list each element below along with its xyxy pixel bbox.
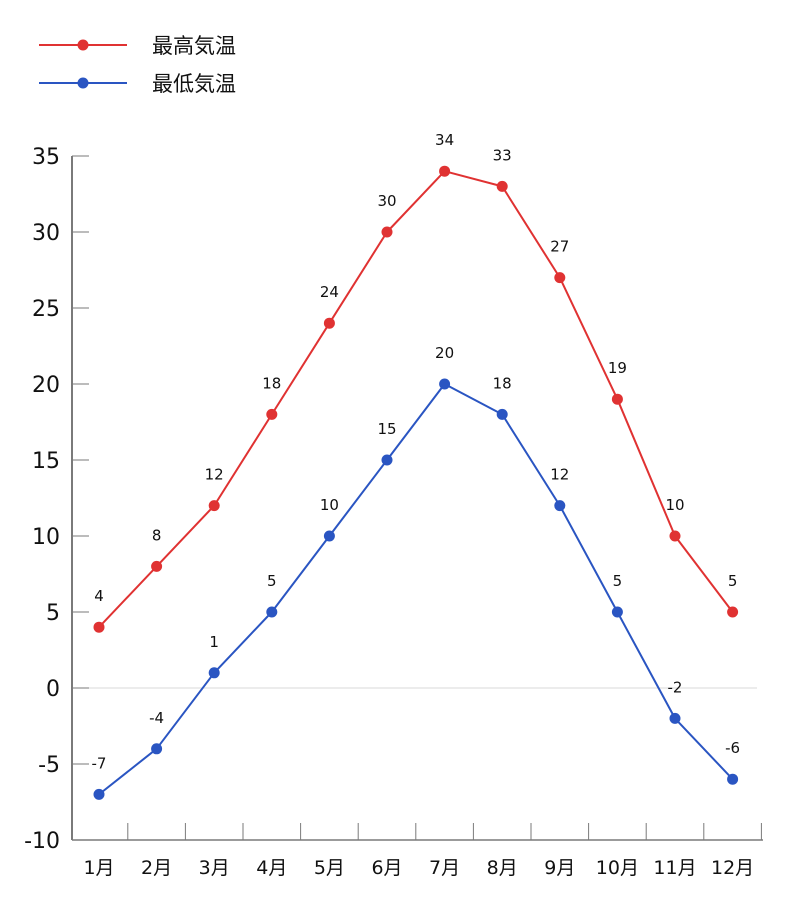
data-point-marker[interactable] (266, 408, 278, 420)
y-tick-label: 5 (46, 601, 60, 626)
x-tick-label: 4月 (256, 857, 287, 879)
data-label: 8 (152, 526, 162, 544)
data-label: 34 (435, 131, 454, 149)
legend-label: 最高気温 (152, 34, 236, 58)
data-label: 4 (94, 587, 104, 605)
data-point-marker[interactable] (439, 165, 451, 177)
y-tick-label: 25 (32, 297, 60, 322)
y-tick-label: 15 (32, 449, 60, 474)
data-label: 33 (493, 146, 512, 164)
y-tick-label: -5 (38, 753, 60, 778)
data-point-marker[interactable] (381, 226, 393, 238)
data-label: 12 (550, 466, 569, 484)
y-tick-label: 20 (32, 373, 60, 398)
data-label: -2 (668, 678, 683, 696)
data-point-marker[interactable] (611, 393, 623, 405)
data-point-marker[interactable] (323, 530, 335, 542)
y-tick-label: 35 (32, 145, 60, 170)
x-tick-label: 12月 (711, 857, 754, 879)
data-point-marker[interactable] (727, 606, 739, 618)
x-tick-label: 1月 (83, 857, 114, 879)
series-line (98, 170, 734, 628)
y-tick-label: 10 (32, 525, 60, 550)
data-point-marker[interactable] (439, 378, 451, 390)
series-layer: 481218243034332719105-7-41510152018125-2… (92, 131, 740, 800)
data-label: 12 (205, 466, 224, 484)
legend-item: 最高気温 (39, 34, 236, 58)
data-label: 18 (493, 374, 512, 392)
data-point-marker[interactable] (151, 560, 163, 572)
series-max-temp: 4 8 12 18 24 30 34 33 27 19 10 5 (93, 131, 739, 633)
series-line (98, 383, 734, 796)
data-label: 5 (613, 572, 623, 590)
data-label: 19 (608, 359, 627, 377)
x-tick-label: 5月 (314, 857, 345, 879)
data-point-marker[interactable] (208, 667, 220, 679)
data-point-marker[interactable] (727, 773, 739, 785)
data-label: 15 (377, 420, 396, 438)
data-point-marker[interactable] (496, 180, 508, 192)
x-axis-ticks: 1月 2月 3月 4月 5月 6月 7月 8月 9月 10月 11月 12月 (83, 823, 762, 879)
data-label: -6 (725, 739, 740, 757)
data-point-marker[interactable] (381, 454, 393, 466)
y-tick-label: 0 (46, 677, 60, 702)
data-point-marker[interactable] (611, 606, 623, 618)
data-point-marker[interactable] (151, 743, 163, 755)
data-point-marker[interactable] (208, 500, 220, 512)
data-point-marker[interactable] (323, 317, 335, 329)
data-point-marker[interactable] (669, 530, 681, 542)
data-label: 20 (435, 344, 454, 362)
data-label: 18 (262, 374, 281, 392)
x-tick-label: 3月 (199, 857, 230, 879)
data-label: 30 (377, 192, 396, 210)
data-point-marker[interactable] (93, 788, 105, 800)
data-label: 1 (209, 633, 219, 651)
data-label: 10 (320, 496, 339, 514)
data-point-marker[interactable] (93, 621, 105, 633)
data-point-marker[interactable] (669, 712, 681, 724)
data-label: -4 (149, 709, 164, 727)
data-label: 5 (267, 572, 277, 590)
x-tick-label: 11月 (653, 857, 696, 879)
y-tick-label: -10 (24, 829, 60, 854)
legend-marker-icon (77, 39, 89, 51)
x-tick-label: 7月 (429, 857, 460, 879)
x-tick-label: 9月 (544, 857, 575, 879)
y-tick-label: 30 (32, 221, 60, 246)
data-label: -7 (92, 754, 107, 772)
data-label: 10 (665, 496, 684, 514)
data-point-marker[interactable] (554, 500, 566, 512)
y-axis-ticks: 35 30 25 20 15 10 5 0 -5 -10 (24, 145, 89, 854)
data-point-marker[interactable] (266, 606, 278, 618)
legend-marker-icon (77, 77, 89, 89)
data-label: 27 (550, 238, 569, 256)
data-label: 5 (728, 572, 738, 590)
x-tick-label: 8月 (487, 857, 518, 879)
data-point-marker[interactable] (554, 272, 566, 284)
x-tick-label: 10月 (596, 857, 639, 879)
data-point-marker[interactable] (496, 408, 508, 420)
x-tick-label: 6月 (371, 857, 402, 879)
x-tick-label: 2月 (141, 857, 172, 879)
data-label: 24 (320, 283, 339, 301)
axes (71, 156, 763, 841)
legend-item: 最低気温 (39, 72, 236, 96)
legend-label: 最低気温 (152, 72, 236, 96)
